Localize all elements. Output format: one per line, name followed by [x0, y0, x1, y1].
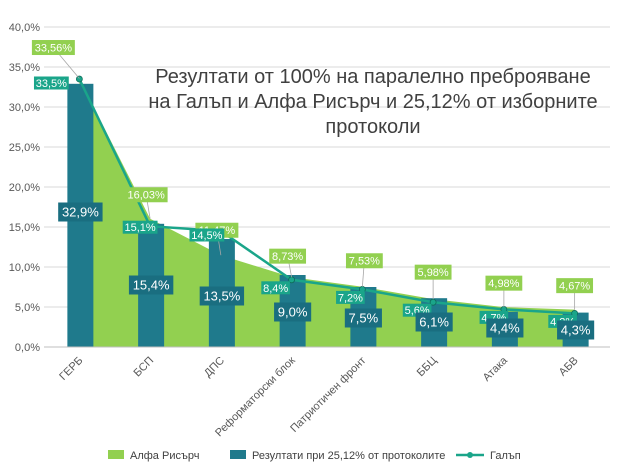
y-tick-label: 5,0%: [15, 302, 40, 314]
bar-data-label: 13,5%: [203, 289, 240, 304]
area-data-label: 4,67%: [559, 281, 590, 293]
bar-data-label-box: [415, 312, 453, 332]
bar-data-label-box: [199, 286, 245, 306]
line-data-label: 15,1%: [125, 222, 156, 234]
bar-data-label-box: [274, 302, 312, 322]
chart-title-line: протоколи: [325, 116, 420, 138]
legend: Алфа Рисърч Резултати при 25,12% от прото…: [108, 450, 521, 462]
chart-title-line: Резултати от 100% на паралелно преброява…: [155, 66, 590, 88]
y-tick-label: 15,0%: [9, 222, 40, 234]
area-data-label: 33,56%: [35, 42, 73, 54]
y-tick-label: 20,0%: [9, 182, 40, 194]
area-data-label-box: [485, 275, 523, 291]
area-data-label-box: [124, 187, 168, 203]
line-data-label: 8,4%: [263, 283, 288, 295]
line-data-label-box: [336, 290, 365, 304]
line-series-galup: [78, 78, 575, 315]
line-data-label-box: [122, 220, 158, 234]
x-tick-label: Патриотичен фронт: [288, 355, 368, 435]
y-tick-label: 0,0%: [15, 342, 40, 354]
bar-data-label-box: [58, 202, 103, 222]
y-tick-label: 30,0%: [9, 102, 40, 114]
area-data-label: 7,53%: [349, 256, 380, 268]
legend-swatch-alfa: [108, 450, 124, 459]
area-data-label-box: [414, 264, 452, 280]
x-tick-label: АБВ: [557, 355, 581, 379]
legend-label: Резултати при 25,12% от протоколите: [252, 450, 445, 462]
legend-label: Галъп: [490, 450, 521, 462]
area-data-label-box: [556, 278, 594, 294]
bar-data-label-box: [557, 320, 595, 340]
bar-data-label: 4,4%: [490, 321, 520, 336]
x-tick-label: Атака: [481, 354, 511, 384]
x-tick-label: ББЦ: [415, 355, 439, 379]
chart-title-line: на Галъп и Алфа Рисърч и 25,12% от избор…: [148, 91, 597, 113]
bar-data-label-box: [128, 275, 174, 295]
y-tick-label: 25,0%: [9, 142, 40, 154]
legend-swatch-marker: [467, 452, 473, 458]
bar-data-label: 32,9%: [62, 205, 99, 220]
y-tick-label: 40,0%: [9, 22, 40, 34]
area-data-label: 5,98%: [418, 267, 449, 279]
bar-data-label: 9,0%: [278, 305, 308, 320]
bar-data-label: 4,3%: [561, 323, 591, 338]
area-data-label: 16,03%: [127, 190, 165, 202]
label-layer: 33,56%16,03%11,47%8,73%7,53%5,98%4,98%4,…: [31, 40, 595, 340]
line-data-label-box: [189, 228, 225, 242]
bar-data-label-box: [486, 318, 524, 338]
area-series-alfa: [79, 78, 575, 348]
area-data-label-box: [269, 248, 307, 264]
bar-data-label: 15,4%: [133, 278, 170, 293]
line-data-label: 33,5%: [36, 78, 67, 90]
x-tick-label: Реформаторски блок: [213, 355, 298, 440]
area-data-label: 4,98%: [488, 278, 519, 290]
line-data-label-box: [261, 281, 290, 295]
bar-data-label-box: [344, 308, 382, 328]
line-data-label: 14,5%: [191, 230, 222, 242]
x-tick-label: ДПС: [202, 355, 227, 380]
bar-data-label: 7,5%: [349, 311, 379, 326]
bar-data-label: 6,1%: [419, 315, 449, 330]
area-data-label-box: [345, 253, 383, 269]
area-data-label: 8,73%: [272, 251, 303, 263]
chart-title: Резултати от 100% на паралелно преброява…: [148, 66, 597, 138]
area-layer: [79, 78, 575, 348]
y-tick-label: 10,0%: [9, 262, 40, 274]
legend-swatch-bar: [230, 450, 246, 459]
line-data-label: 7,2%: [338, 292, 363, 304]
legend-label: Алфа Рисърч: [130, 450, 199, 462]
line-point: [429, 298, 437, 306]
x-tick-label: ГЕРБ: [57, 355, 85, 383]
line-data-label-box: [33, 76, 69, 90]
area-data-label-box: [31, 40, 75, 56]
x-tick-label: БСП: [132, 355, 157, 380]
y-tick-label: 35,0%: [9, 62, 40, 74]
line-point: [75, 75, 83, 83]
